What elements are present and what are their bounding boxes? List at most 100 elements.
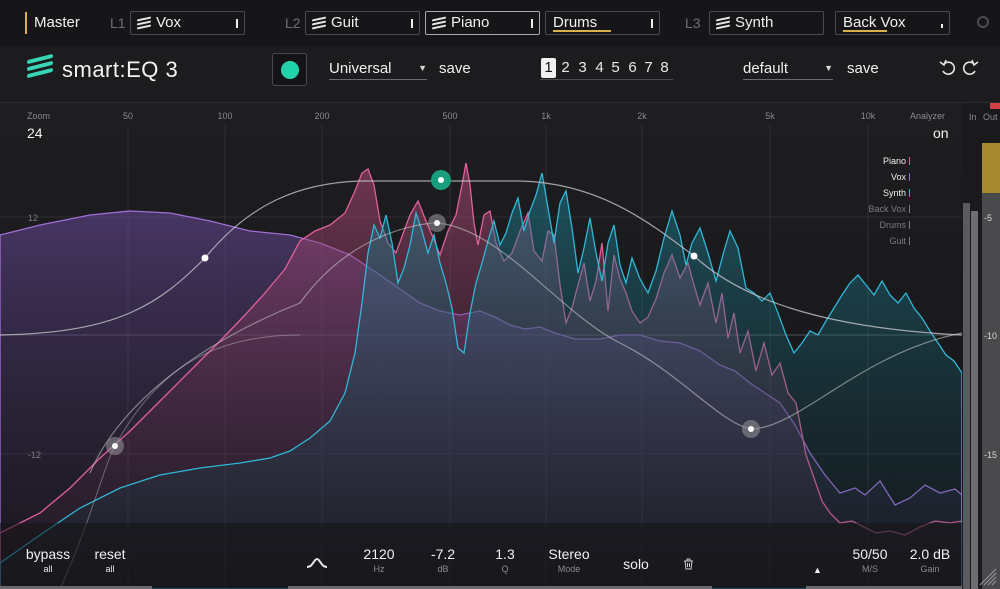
snapshot-5[interactable]: 5	[611, 59, 620, 76]
track-slot-label: Drums	[553, 14, 598, 31]
band-controls: bypass all reset all 2120 Hz -7.2 dB 1.3…	[0, 535, 962, 589]
scroll-indicator-left	[0, 586, 152, 589]
track-slot-piano[interactable]: Piano	[425, 11, 540, 35]
eq-display[interactable]: 50 100 200 500 1k 2k 5k 10k 12 -12 Zoom …	[0, 103, 962, 589]
track-slot-synth[interactable]: Synth	[709, 11, 824, 35]
snapshot-bar: 1 2 3 4 5 6 7 8	[540, 58, 673, 80]
layer-label-2: L2	[285, 15, 301, 31]
track-level-marker	[411, 19, 413, 28]
mode-control[interactable]: Stereo Mode	[548, 546, 590, 574]
band-node-3-center	[434, 220, 440, 226]
band-node-4-center	[438, 177, 444, 183]
snapshot-8[interactable]: 8	[660, 59, 669, 76]
track-profile-underline	[843, 30, 887, 32]
plugin-header: smart:EQ 3 Universal ▼ save 1 2 3 4 5 6 …	[0, 46, 1000, 103]
scroll-indicator-right	[806, 586, 962, 589]
spectrum-graph[interactable]: 50 100 200 500 1k 2k 5k 10k 12 -12	[0, 103, 962, 589]
brand-name: smart:EQ 3	[62, 57, 179, 82]
track-slot-label: Piano	[451, 14, 490, 31]
analyzer-label: Analyzer	[910, 111, 946, 121]
meter-out-label: Out	[983, 112, 998, 122]
stripes-icon	[716, 16, 730, 30]
track-slot-vox[interactable]: Vox	[130, 11, 245, 35]
gain-control[interactable]: -7.2 dB	[430, 546, 456, 574]
learn-button[interactable]	[272, 53, 307, 86]
snapshot-7[interactable]: 7	[644, 59, 653, 76]
freq-tick-200: 200	[314, 111, 329, 121]
freq-tick-500: 500	[442, 111, 457, 121]
freq-tick-50: 50	[123, 111, 133, 121]
track-slot-label: Synth	[735, 14, 774, 31]
track-slot-label: Guit	[331, 14, 359, 31]
analyzer-toggle[interactable]: on	[933, 125, 949, 141]
legend-back-vox[interactable]: Back Vox	[868, 204, 910, 214]
undo-icon[interactable]	[938, 58, 958, 78]
meter-out-bar	[982, 143, 1000, 589]
scroll-indicator-middle	[288, 586, 712, 589]
redo-icon[interactable]	[960, 58, 980, 78]
profile-value: Universal	[329, 60, 392, 77]
band-node-5	[690, 252, 698, 260]
track-slot-guit[interactable]: Guit	[305, 11, 420, 35]
track-level-marker	[236, 19, 238, 28]
freq-tick-1k: 1k	[541, 111, 551, 121]
profile-dropdown[interactable]: Universal ▼	[329, 60, 427, 80]
snapshot-4[interactable]: 4	[595, 59, 604, 76]
eq-curve-upper	[0, 180, 962, 336]
snapshot-6[interactable]: 6	[628, 59, 637, 76]
meter-scale-15: -15	[984, 450, 997, 460]
stripes-icon	[312, 16, 326, 30]
level-meter: In Out -5 -10 -15	[962, 103, 1000, 589]
track-slot-back-vox[interactable]: Back Vox	[835, 11, 950, 35]
reset-all-button[interactable]: reset all	[94, 546, 126, 574]
master-button[interactable]: Master	[25, 12, 80, 34]
dropdown-arrow-icon: ▼	[418, 63, 427, 73]
trash-icon[interactable]	[683, 558, 694, 570]
frequency-control[interactable]: 2120 Hz	[363, 546, 395, 574]
band-shape-bell-icon[interactable]	[305, 557, 329, 569]
resize-handle-icon	[979, 568, 997, 586]
meter-out-peak	[982, 143, 1000, 193]
stripes-icon	[432, 16, 446, 30]
legend-guit[interactable]: Guit	[889, 236, 910, 246]
layer-label-1: L1	[110, 15, 126, 31]
track-slot-drums[interactable]: Drums	[545, 11, 660, 35]
meter-clip-indicator	[990, 103, 1000, 109]
bypass-all-button[interactable]: bypass all	[25, 546, 71, 574]
zoom-label: Zoom	[27, 111, 51, 121]
snapshot-1[interactable]: 1	[541, 58, 556, 78]
track-level-marker	[941, 24, 943, 28]
gear-icon[interactable]	[977, 16, 989, 28]
ms-balance-control[interactable]: 50/50 M/S	[852, 546, 888, 574]
freq-tick-100: 100	[217, 111, 232, 121]
meter-scale-10: -10	[984, 331, 997, 341]
eq-curve-lower	[89, 222, 962, 474]
meter-in-bar-left	[963, 203, 970, 589]
q-control[interactable]: 1.3 Q	[495, 546, 515, 574]
preset-value: default	[743, 60, 789, 77]
solo-button[interactable]: solo	[623, 556, 649, 572]
expand-arrow-icon[interactable]: ▲	[813, 565, 822, 575]
save-preset-button[interactable]: save	[847, 60, 879, 77]
track-level-marker	[651, 19, 653, 28]
stripes-icon	[137, 16, 151, 30]
db-tick-minus-12: -12	[28, 450, 41, 460]
layer-label-3: L3	[685, 15, 701, 31]
legend-piano[interactable]: Piano	[883, 156, 910, 166]
save-profile-button[interactable]: save	[439, 60, 471, 77]
freq-tick-2k: 2k	[637, 111, 647, 121]
band-node-2	[201, 254, 209, 262]
track-level-marker	[531, 19, 533, 28]
track-slot-label: Back Vox	[843, 14, 906, 31]
track-bar: Master L1 Vox L2 Guit Piano Drums L3 Syn…	[0, 0, 1000, 46]
legend-vox[interactable]: Vox	[891, 172, 910, 182]
legend-drums[interactable]: Drums	[880, 220, 910, 230]
snapshot-3[interactable]: 3	[578, 59, 587, 76]
snapshot-2[interactable]: 2	[561, 59, 570, 76]
legend-synth[interactable]: Synth	[883, 188, 910, 198]
zoom-value[interactable]: 24	[27, 125, 43, 141]
freq-tick-10k: 10k	[861, 111, 876, 121]
freq-tick-5k: 5k	[765, 111, 775, 121]
output-gain-control[interactable]: 2.0 dB Gain	[909, 546, 951, 574]
preset-dropdown[interactable]: default ▼	[743, 60, 833, 80]
